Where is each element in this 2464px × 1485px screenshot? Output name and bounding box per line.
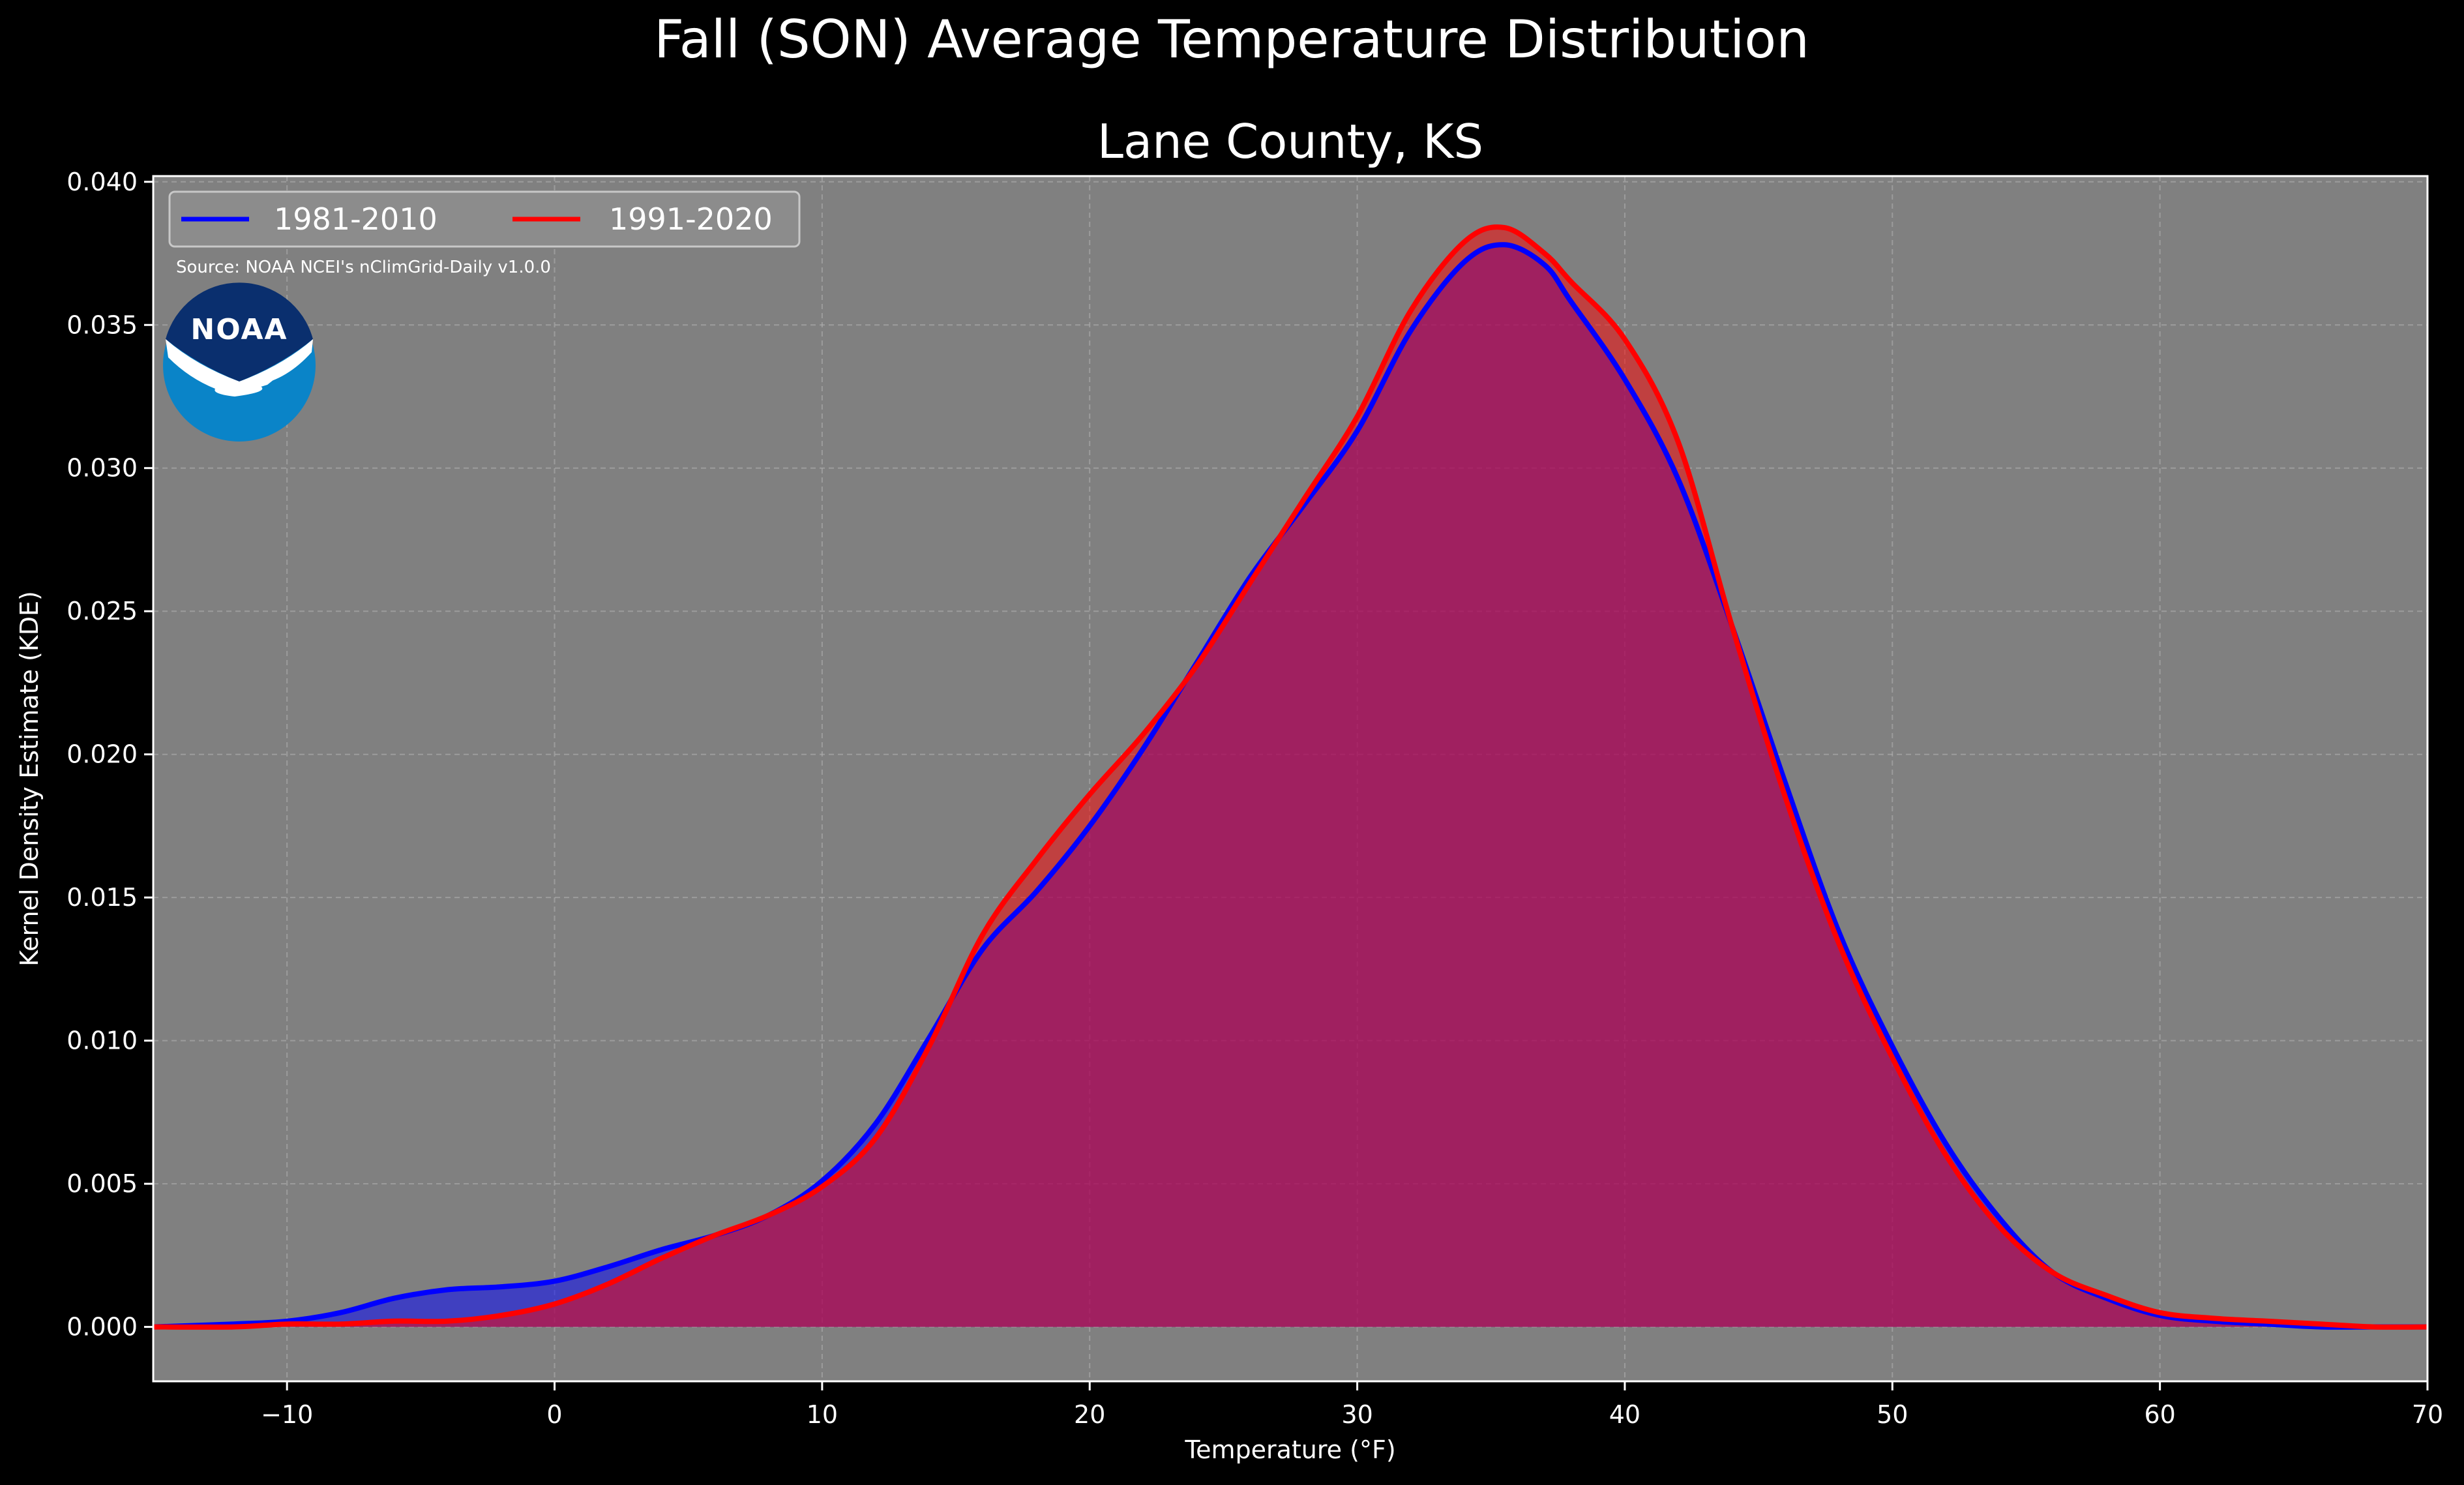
y-tick-label: 0.015 — [67, 883, 138, 912]
x-tick-label: −10 — [261, 1400, 313, 1429]
y-tick-label: 0.035 — [67, 310, 138, 339]
x-tick-label: 30 — [1341, 1400, 1373, 1429]
y-tick-label: 0.020 — [67, 740, 138, 769]
series-fills — [153, 227, 2427, 1327]
y-tick-label: 0.000 — [67, 1313, 138, 1342]
chart-suptitle: Fall (SON) Average Temperature Distribut… — [654, 9, 1809, 70]
legend: 1981-2010 1991-2020 — [168, 190, 801, 248]
y-tick-label: 0.005 — [67, 1169, 138, 1198]
y-tick-label: 0.025 — [67, 597, 138, 625]
noaa-logo-text: NOAA — [190, 313, 288, 346]
chart-title: Lane County, KS — [1097, 114, 1483, 169]
legend-label-1981-2010: 1981-2010 — [274, 202, 438, 237]
series-line-1981-2010 — [153, 242, 2427, 1330]
y-tick-label: 0.040 — [67, 168, 138, 196]
x-tick-label: 10 — [807, 1400, 838, 1429]
source-note: Source: NOAA NCEI's nClimGrid-Daily v1.0… — [176, 258, 551, 277]
x-tick-label: 20 — [1074, 1400, 1105, 1429]
series-area-1991-2020 — [153, 227, 2427, 1327]
x-tick-label: 70 — [2412, 1400, 2443, 1429]
plot-frame — [152, 175, 2429, 1383]
x-axis-ticks: −10 0 10 20 30 40 50 60 70 — [261, 1381, 2443, 1429]
legend-box — [168, 190, 801, 248]
series-lines — [153, 224, 2428, 1330]
y-tick-label: 0.010 — [67, 1027, 138, 1055]
x-tick-label: 0 — [546, 1400, 562, 1429]
x-axis-label: Temperature (°F) — [1184, 1435, 1395, 1464]
y-tick-label: 0.030 — [67, 454, 138, 483]
y-axis-label: Kernel Density Estimate (KDE) — [15, 591, 44, 967]
x-tick-label: 60 — [2144, 1400, 2175, 1429]
legend-label-1991-2020: 1991-2020 — [609, 202, 773, 237]
series-line-1991-2020 — [153, 224, 2428, 1330]
noaa-logo-icon: NOAA — [163, 282, 316, 442]
y-axis-ticks: 0.000 0.005 0.010 0.015 0.020 0.025 0.030 0.035… — [67, 168, 153, 1342]
x-tick-label: 40 — [1609, 1400, 1640, 1429]
x-tick-label: 50 — [1877, 1400, 1908, 1429]
